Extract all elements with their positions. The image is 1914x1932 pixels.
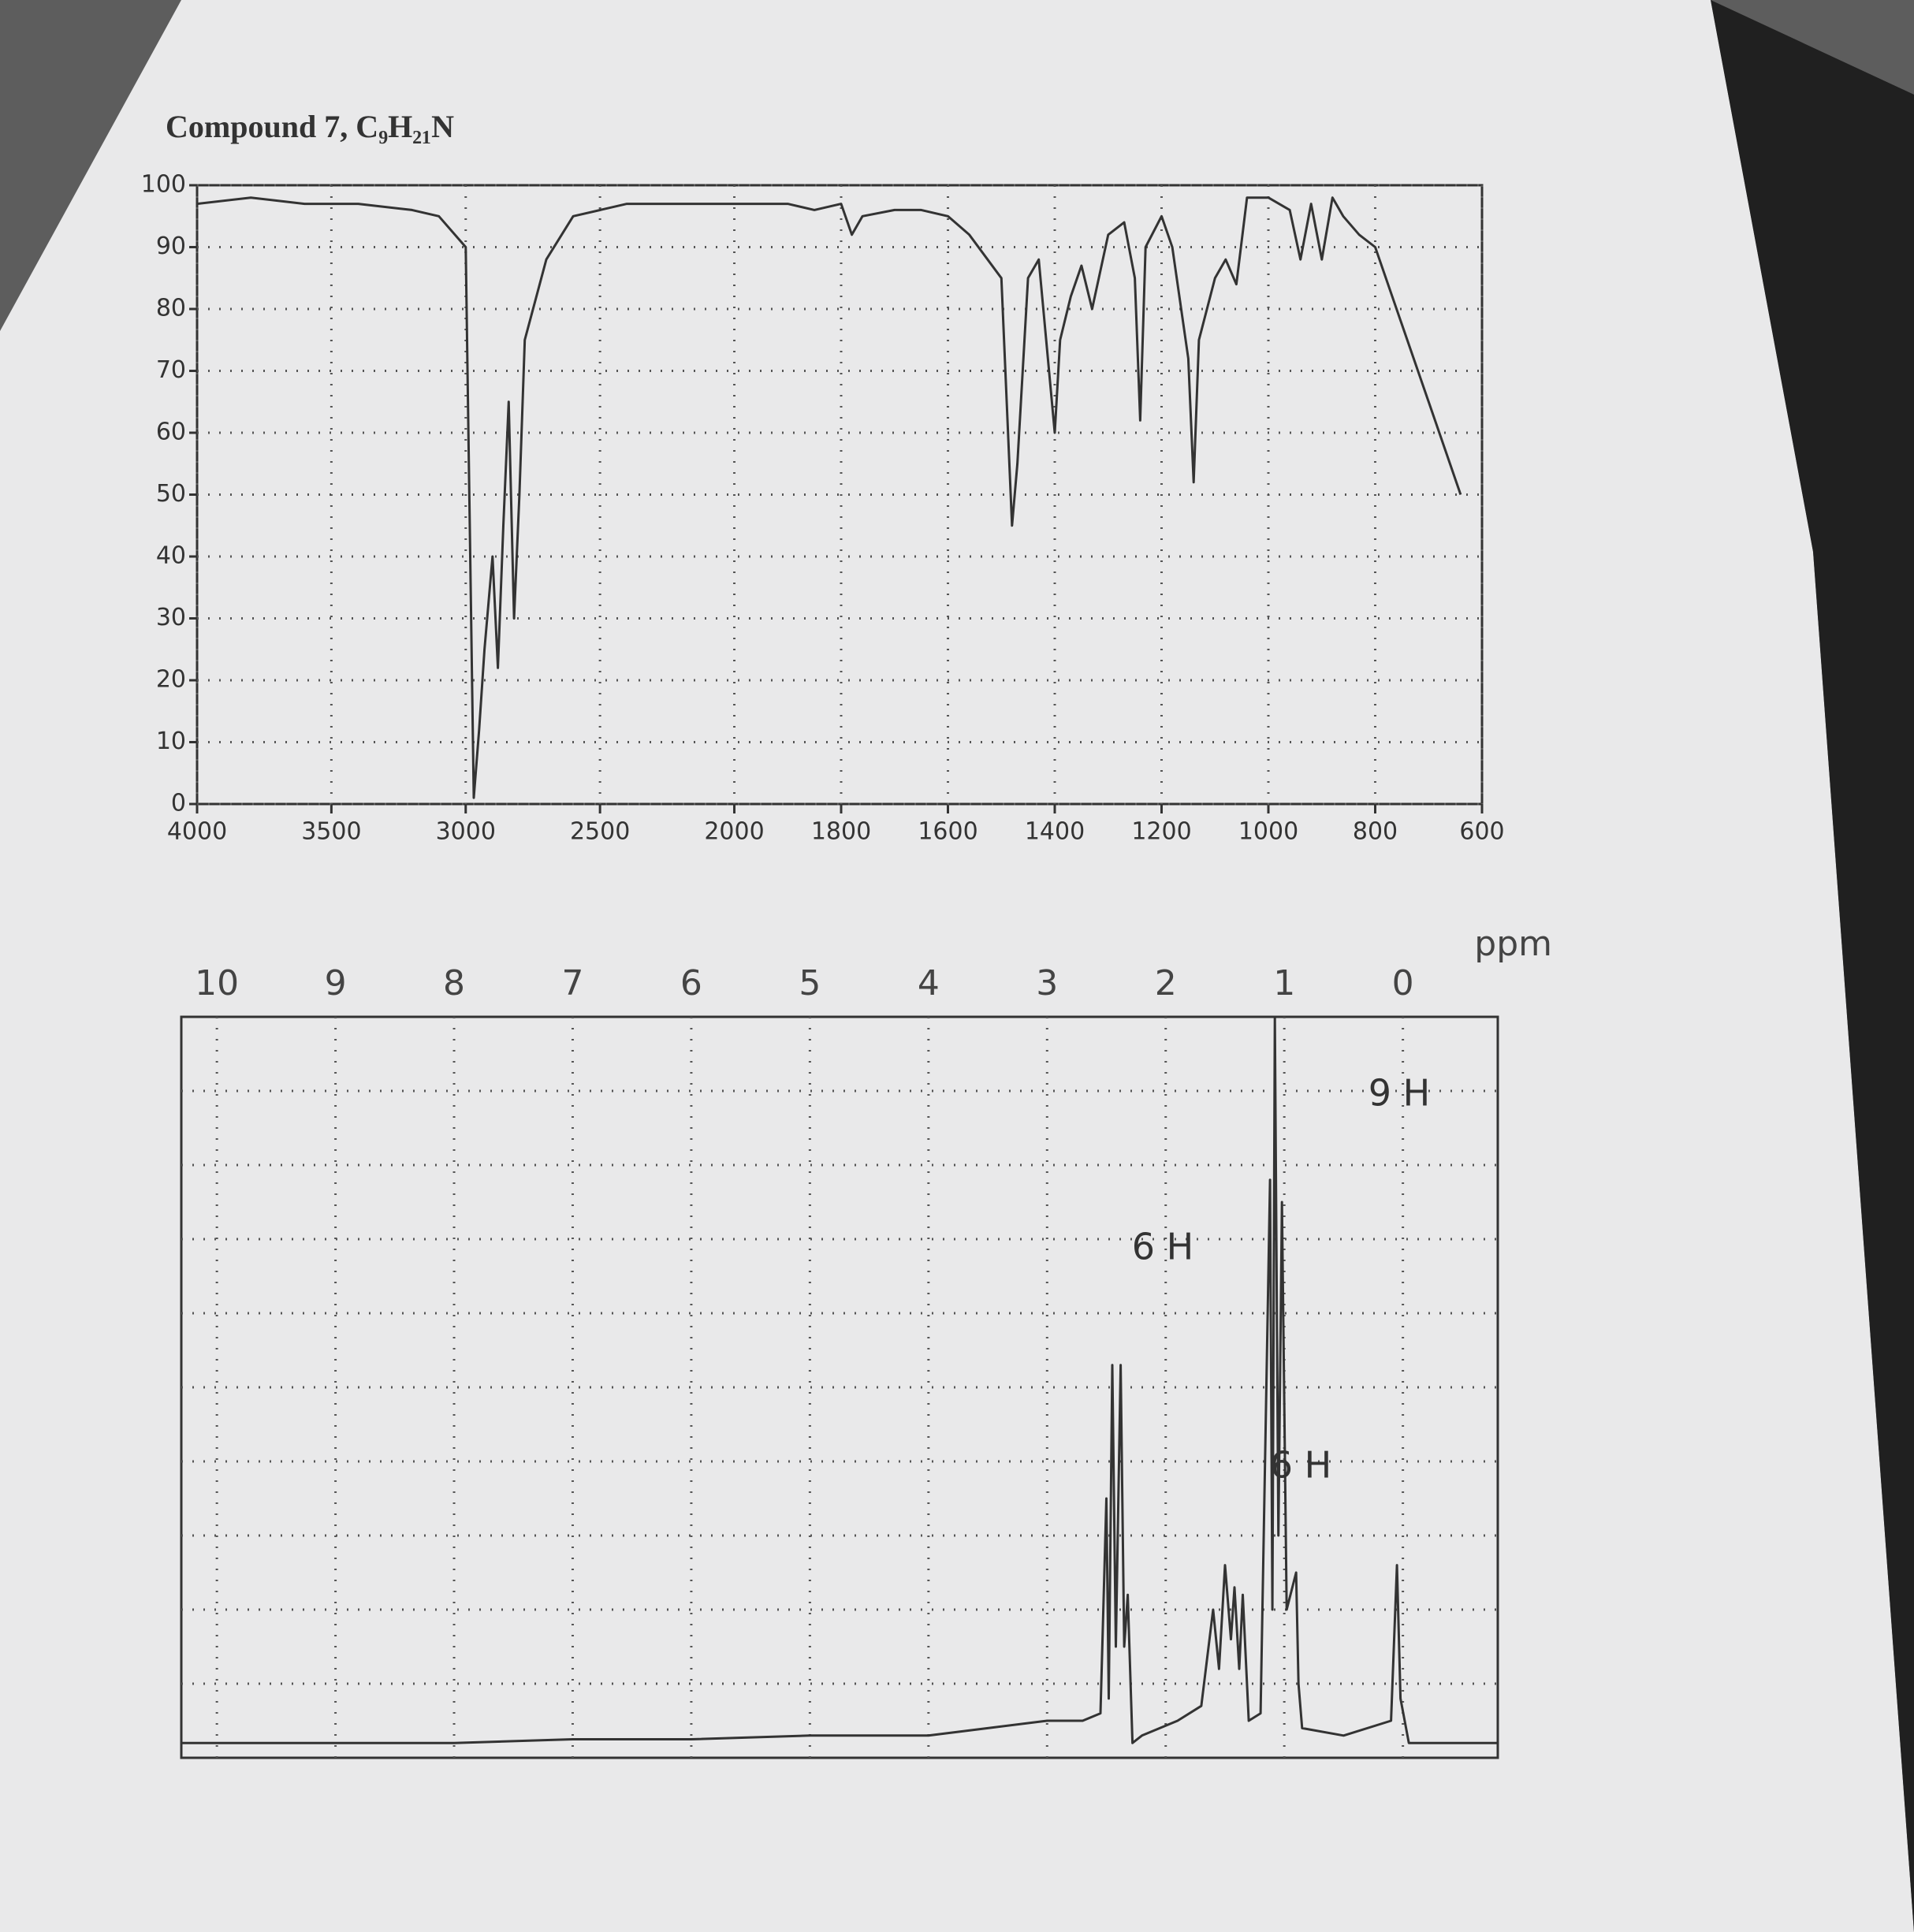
y-tick-label: 100 (141, 171, 186, 199)
background-edge (1711, 0, 1914, 1932)
x-tick-label: 1600 (918, 818, 977, 846)
x-tick-label: 2000 (704, 818, 764, 846)
x-tick-label: 1200 (1131, 818, 1191, 846)
x-tick-label: 5 (799, 963, 821, 1003)
x-tick-label: 800 (1353, 818, 1398, 846)
y-tick-label: 0 (171, 790, 186, 817)
spectrum-line (181, 1015, 1498, 1744)
y-tick-label: 50 (156, 480, 186, 508)
x-tick-label: 0 (1392, 963, 1414, 1003)
x-tick-label: 7 (561, 963, 583, 1003)
x-tick-label: 600 (1459, 818, 1504, 846)
y-tick-label: 30 (156, 604, 186, 631)
x-tick-label: 4000 (167, 818, 227, 846)
x-tick-label: 9 (325, 963, 347, 1003)
x-tick-label: 3500 (301, 818, 361, 846)
x-tick-label: 3000 (436, 818, 496, 846)
y-tick-label: 20 (156, 666, 186, 694)
x-tick-label: 3 (1036, 963, 1058, 1003)
annotation: 6 H (1132, 1226, 1193, 1268)
x-tick-label: 1000 (1238, 818, 1298, 846)
x-tick-label: 4 (918, 963, 940, 1003)
y-tick-label: 60 (156, 419, 186, 446)
x-tick-label: 6 (680, 963, 702, 1003)
x-tick-label: 8 (443, 963, 465, 1003)
x-tick-label: 1800 (811, 818, 871, 846)
y-tick-label: 10 (156, 728, 186, 755)
annotation: 9 H (1368, 1072, 1430, 1115)
y-tick-label: 70 (156, 356, 186, 384)
x-tick-label: 2 (1155, 963, 1177, 1003)
x-tick-label: 1400 (1025, 818, 1085, 846)
y-tick-label: 40 (156, 542, 186, 570)
y-tick-label: 90 (156, 233, 186, 260)
y-tick-label: 80 (156, 295, 186, 322)
x-tick-label: 10 (195, 963, 239, 1003)
x-axis-label: ppm (1474, 924, 1552, 964)
annotation: 6 H (1270, 1444, 1331, 1487)
x-tick-label: 2500 (570, 818, 630, 846)
title: Compound 7, C₉H₂₁N (166, 109, 454, 144)
x-tick-label: 1 (1273, 963, 1295, 1003)
spectrum-line (196, 196, 1462, 799)
